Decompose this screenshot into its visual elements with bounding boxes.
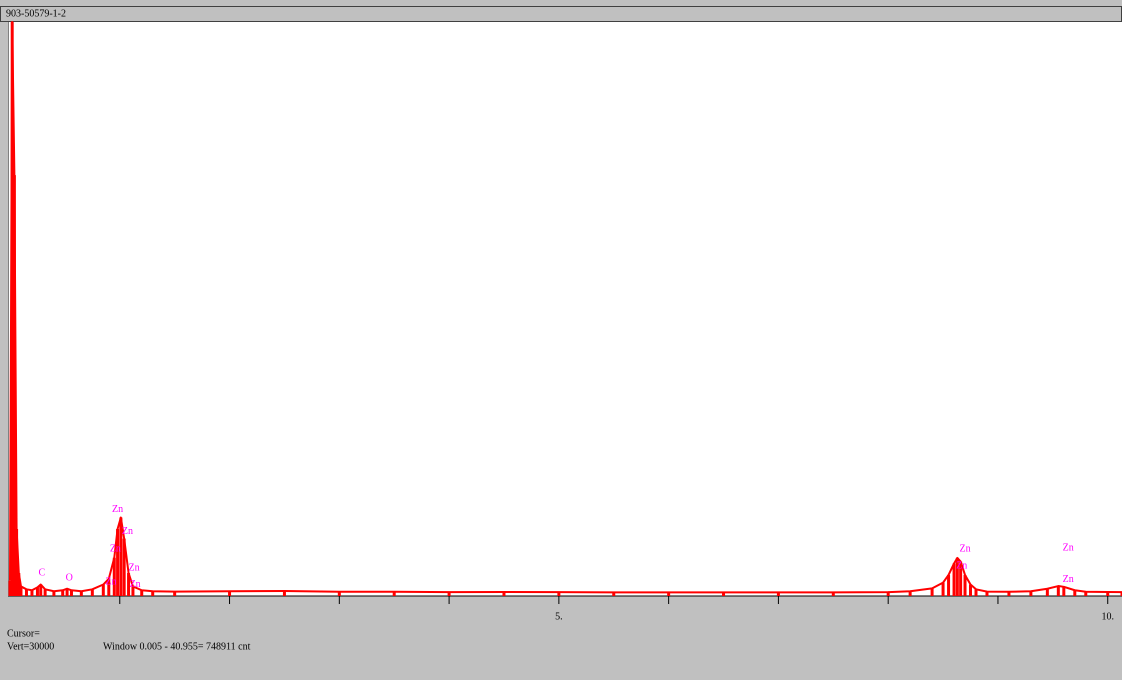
x-tick-label: 5.	[555, 611, 563, 622]
peak-label: C	[38, 567, 45, 578]
peak-label: O	[66, 572, 73, 583]
plot-area	[8, 22, 1122, 596]
cursor-status: Cursor=	[7, 628, 40, 639]
vert-status: Vert=30000	[7, 641, 54, 652]
peak-label: Zn	[110, 543, 121, 554]
title-bar	[0, 6, 1122, 22]
x-tick-label: 10.	[1101, 611, 1114, 622]
window-status: Window 0.005 - 40.955= 748911 cnt	[103, 641, 251, 652]
peak-label: Zn	[122, 526, 133, 537]
peak-label: Zn	[1063, 542, 1074, 553]
peak-label: Zn	[956, 560, 967, 571]
spectrum-line	[9, 21, 1122, 594]
peak-label: Zn	[959, 543, 970, 554]
peak-label: Zn	[130, 579, 141, 590]
peak-label: Zn	[1063, 574, 1074, 585]
spectrum-title: 903-50579-1-2	[6, 8, 66, 19]
peak-label: Zn	[112, 504, 123, 515]
peak-label: Zn	[105, 576, 116, 587]
peak-label: Zn	[128, 562, 139, 573]
